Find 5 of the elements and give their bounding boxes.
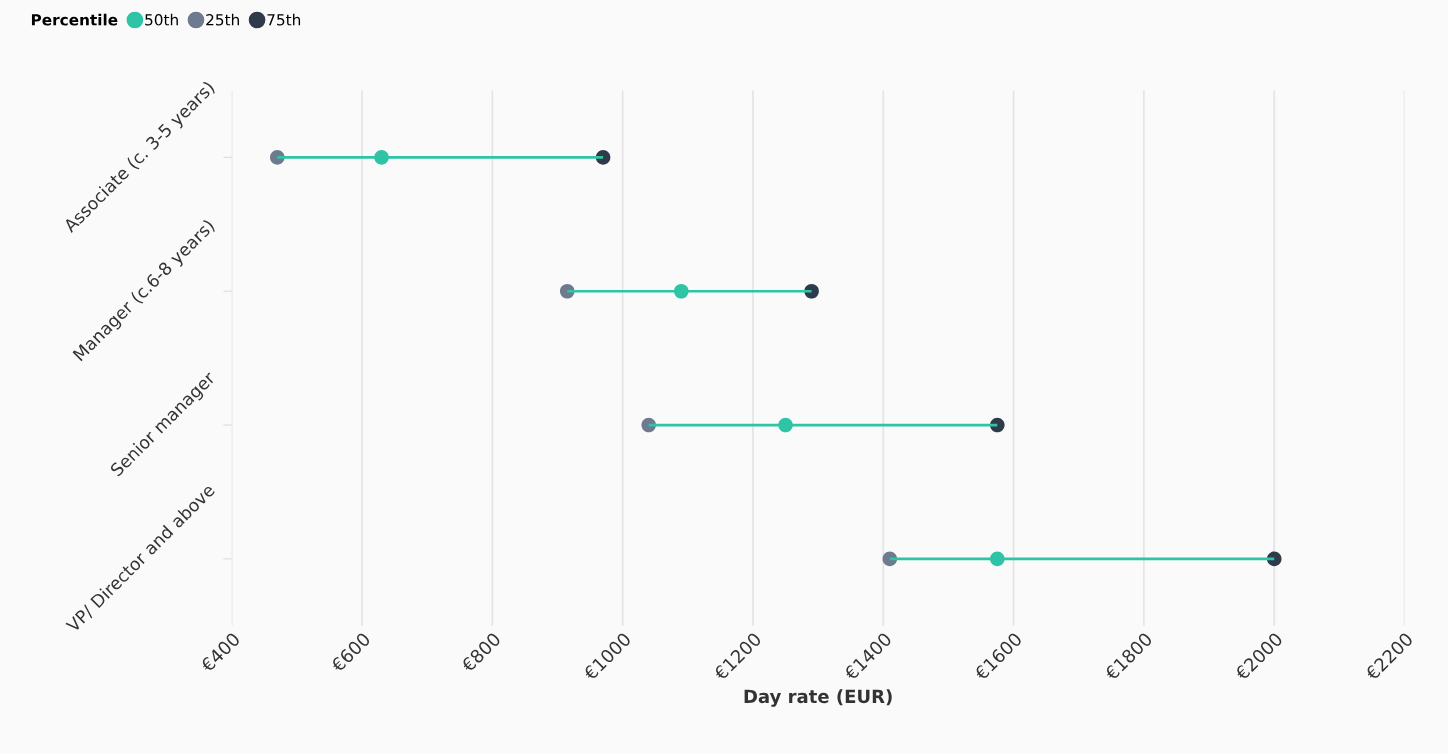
x-axis-title: Day rate (EUR) xyxy=(744,689,892,707)
legend-label: 75th xyxy=(267,13,301,26)
legend-title: Percentile xyxy=(31,13,118,26)
legend-label: 25th xyxy=(206,13,239,26)
legend-label: 50th xyxy=(145,13,178,26)
